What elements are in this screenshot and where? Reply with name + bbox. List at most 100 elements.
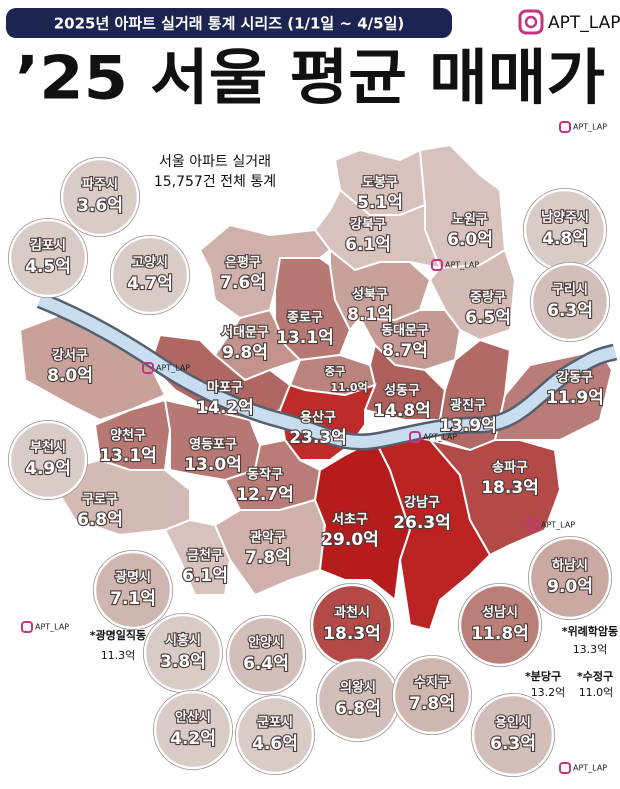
city-circle xyxy=(530,262,610,342)
district-name: 서초구 xyxy=(332,513,368,528)
district-value: 7.6억 xyxy=(220,273,266,293)
district-name: 강남구 xyxy=(404,495,440,511)
city-circle xyxy=(392,655,472,735)
city-name: 안양시 xyxy=(248,635,284,651)
header-bar xyxy=(6,8,452,38)
district-value: 5.1억 xyxy=(357,193,403,213)
watermark: APT_LAP xyxy=(423,433,457,442)
city-circle xyxy=(143,613,223,693)
city-circle xyxy=(60,157,140,237)
district-value: 8.7억 xyxy=(382,341,428,361)
watermark-icon xyxy=(142,362,154,374)
district-name: 강서구 xyxy=(52,348,88,364)
district-value: 6.8억 xyxy=(77,510,123,530)
city-name: 성남시 xyxy=(482,605,518,621)
district-value: 18.3억 xyxy=(481,478,539,498)
city-value: 7.1억 xyxy=(110,589,156,609)
city-name: 광명시 xyxy=(115,570,151,586)
city-name: 고양시 xyxy=(132,256,168,271)
city-circle xyxy=(153,690,233,770)
city-value: 7.8억 xyxy=(409,694,455,714)
district-name: 중랑구 xyxy=(470,291,506,306)
city-circle xyxy=(8,420,88,500)
district-name: 강동구 xyxy=(557,370,593,386)
district-name: 은평구 xyxy=(225,255,261,271)
city-value: 4.8억 xyxy=(542,229,588,249)
district-value: 6.1억 xyxy=(182,566,228,586)
city-name: 시흥시 xyxy=(165,633,201,649)
note-value: 11.3억 xyxy=(101,649,136,662)
city-value: 4.5억 xyxy=(25,257,71,277)
han-river xyxy=(36,292,618,451)
subtitle: 15,757건 전체 통계 xyxy=(154,174,276,190)
district-name: 구로구 xyxy=(82,493,118,508)
district-value: 14.8억 xyxy=(373,401,431,421)
note-name: *수정구 xyxy=(577,669,613,683)
district-name: 성동구 xyxy=(384,384,420,399)
district-value: 6.0억 xyxy=(447,230,493,250)
note-name: *분당구 xyxy=(525,669,561,683)
watermark-icon xyxy=(409,431,421,443)
city-name: 하남시 xyxy=(552,558,588,574)
city-name: 부천시 xyxy=(30,441,66,456)
district-value: 11.0억 xyxy=(330,381,367,394)
city-value: 3.6억 xyxy=(77,196,123,216)
watermark: APT_LAP xyxy=(573,764,607,773)
city-name: 과천시 xyxy=(334,606,370,621)
district-name: 영등포구 xyxy=(189,438,237,453)
city-circle xyxy=(226,615,306,695)
district-name: 중구 xyxy=(325,365,345,378)
header-title: 2025년 아파트 실거래 통계 시리즈 (1/1일 ~ 4/5일) xyxy=(54,15,405,33)
city-name: 파주시 xyxy=(82,178,118,193)
city-circle xyxy=(471,693,555,777)
watermark-icon xyxy=(431,259,443,271)
subtitle: 서울 아파트 실거래 xyxy=(159,154,271,170)
district-labels: 도봉구5.1억노원구6.0억강북구6.1억은평구7.6억종로구13.1억성북구8… xyxy=(46,174,605,587)
district-value: 26.3억 xyxy=(393,513,451,533)
district-shape xyxy=(363,343,447,421)
watermark: APT_LAP xyxy=(35,623,69,632)
city-circle xyxy=(458,583,542,667)
city-value: 6.4억 xyxy=(243,654,289,674)
city-value: 3.8억 xyxy=(160,652,206,672)
watermark-icon xyxy=(559,762,571,774)
note-value: 11.0억 xyxy=(579,686,614,699)
city-circle xyxy=(528,536,612,620)
city-name: 안산시 xyxy=(175,710,211,726)
city-value: 6.3억 xyxy=(547,301,593,321)
watermark-icon xyxy=(21,621,33,633)
district-name: 도봉구 xyxy=(362,176,398,191)
city-circle xyxy=(235,695,315,775)
watermark-icon xyxy=(527,519,539,531)
district-name: 양천구 xyxy=(110,429,146,444)
district-value: 12.7억 xyxy=(236,485,294,505)
instagram-icon xyxy=(518,9,544,35)
watermark: APT_LAP xyxy=(573,123,607,132)
district-name: 송파구 xyxy=(492,461,528,476)
watermark: APT_LAP xyxy=(541,521,575,530)
city-value: 4.6억 xyxy=(252,734,298,754)
watermark: APT_LAP xyxy=(156,364,190,373)
district-name: 강북구 xyxy=(350,217,386,233)
city-value: 6.8억 xyxy=(335,699,381,719)
district-value: 23.3억 xyxy=(289,428,347,448)
district-name: 동작구 xyxy=(247,467,283,483)
district-name: 서대문구 xyxy=(221,326,269,341)
watermark-icon xyxy=(559,121,571,133)
district-name: 노원구 xyxy=(452,213,488,228)
city-name: 수지구 xyxy=(414,676,450,691)
city-name: 의왕시 xyxy=(340,680,376,696)
city-name: 용인시 xyxy=(495,715,531,731)
city-name: 구리시 xyxy=(552,282,588,298)
district-shape xyxy=(163,518,232,596)
district-name: 관악구 xyxy=(250,530,286,546)
river xyxy=(37,294,617,448)
note-value: 13.2억 xyxy=(531,686,566,699)
district-value: 11.9억 xyxy=(546,388,604,408)
district-name: 광진구 xyxy=(450,398,486,414)
city-circle xyxy=(110,235,190,315)
city-circle xyxy=(8,218,88,298)
district-name: 동대문구 xyxy=(381,324,429,339)
